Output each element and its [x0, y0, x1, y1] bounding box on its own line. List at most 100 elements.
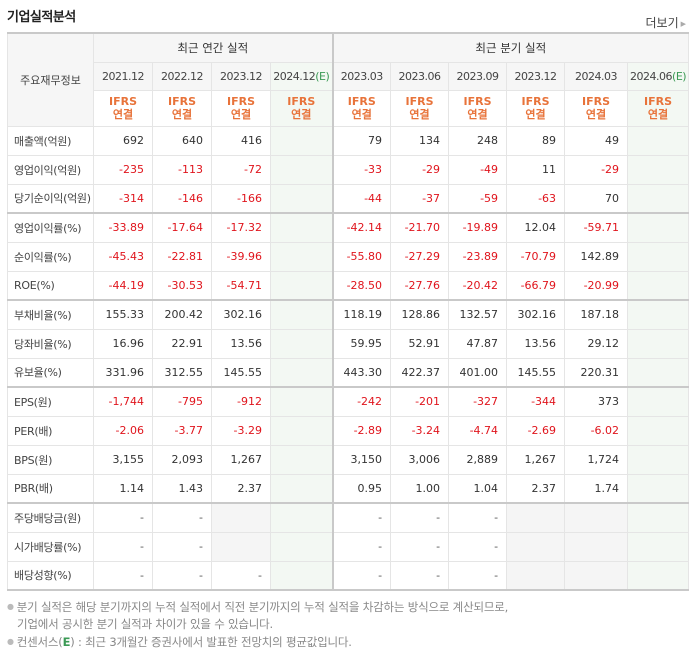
data-cell: 1.43	[152, 473, 212, 504]
more-link[interactable]: 더보기 ▶	[645, 14, 686, 31]
data-cell: -27.76	[390, 270, 450, 301]
data-cell: -201	[390, 386, 450, 417]
data-cell	[269, 299, 334, 330]
data-cell: -17.32	[211, 212, 271, 243]
table-row: EPS(원) -1,744 -795 -912 -242 -201 -327 -344 373	[7, 386, 690, 417]
data-cell: -	[390, 560, 450, 591]
data-cell: 187.18	[564, 299, 629, 330]
data-cell: -	[152, 502, 212, 533]
data-cell: -2.89	[331, 415, 392, 446]
data-cell: -44	[331, 183, 392, 214]
data-cell: -4.74	[448, 415, 508, 446]
data-cell	[269, 531, 334, 562]
data-cell: 1,267	[506, 444, 566, 475]
data-cell: 132.57	[448, 299, 508, 330]
data-cell: -28.50	[331, 270, 392, 301]
data-cell	[627, 125, 690, 156]
data-cell: 29.12	[564, 328, 629, 359]
data-cell	[269, 212, 334, 243]
ifrs-consolidated-label: IFRS 연결	[93, 89, 153, 127]
data-cell: 3,006	[390, 444, 450, 475]
section-title: 기업실적분석	[7, 10, 76, 25]
data-cell: 128.86	[390, 299, 450, 330]
data-cell: -63	[506, 183, 566, 214]
data-cell: 11	[506, 154, 566, 185]
data-cell: 22.91	[152, 328, 212, 359]
data-cell	[269, 125, 334, 156]
row-label: 영업이익률(%)	[7, 212, 94, 243]
label-column-header: 주요재무정보	[7, 32, 94, 127]
period-header: 2024.06(E)	[627, 61, 690, 91]
period-header: 2023.12	[506, 61, 566, 91]
data-cell: -3.77	[152, 415, 212, 446]
data-cell: -66.79	[506, 270, 566, 301]
ifrs-consolidated-label: IFRS 연결	[331, 89, 392, 127]
data-cell: 13.56	[211, 328, 271, 359]
data-cell	[627, 270, 690, 301]
table-row: BPS(원) 3,155 2,093 1,267 3,150 3,006 2,889 1,26…	[7, 444, 690, 475]
data-cell	[269, 183, 334, 214]
data-cell: 47.87	[448, 328, 508, 359]
data-cell: 49	[564, 125, 629, 156]
period-header: 2023.03	[331, 61, 392, 91]
data-cell: -39.96	[211, 241, 271, 272]
data-cell: -54.71	[211, 270, 271, 301]
data-cell: -242	[331, 386, 392, 417]
footnotes: ● 분기 실적은 해당 분기까지의 누적 실적에서 직전 분기까지의 누적 실적을…	[7, 598, 508, 651]
data-cell	[627, 299, 690, 330]
data-cell: -59.71	[564, 212, 629, 243]
data-cell: -	[331, 560, 392, 591]
data-cell: 59.95	[331, 328, 392, 359]
data-cell: 2.37	[211, 473, 271, 504]
data-cell: -	[152, 531, 212, 562]
data-cell: -	[93, 560, 153, 591]
table-row: 매출액(억원) 692 640 416 79 134 248 89 49	[7, 125, 690, 156]
data-cell	[627, 560, 690, 591]
data-cell: -3.24	[390, 415, 450, 446]
data-cell	[627, 328, 690, 359]
data-cell: 145.55	[506, 357, 566, 388]
estimate-mark: (E)	[315, 69, 330, 83]
ifrs-consolidated-label: IFRS 연결	[211, 89, 271, 127]
data-cell: -	[390, 531, 450, 562]
data-cell: -59	[448, 183, 508, 214]
footnote-consensus: ● 컨센서스(E) : 최근 3개월간 증권사에서 발표한 전망치의 평균값입니다…	[7, 635, 352, 649]
table-row: PER(배) -2.06 -3.77 -3.29 -2.89 -3.24 -4.74 -2.6…	[7, 415, 690, 446]
period-header: 2023.09	[448, 61, 508, 91]
data-cell	[269, 328, 334, 359]
data-cell: 142.89	[564, 241, 629, 272]
table-row: PBR(배) 1.14 1.43 2.37 0.95 1.00 1.04 2.37 1.74	[7, 473, 690, 504]
data-cell: -	[448, 531, 508, 562]
data-cell: -22.81	[152, 241, 212, 272]
data-cell: 70	[564, 183, 629, 214]
row-label: 배당성향(%)	[7, 560, 94, 591]
data-cell: -	[152, 560, 212, 591]
footnote-quarterly: ● 분기 실적은 해당 분기까지의 누적 실적에서 직전 분기까지의 누적 실적을…	[7, 600, 509, 614]
ifrs-consolidated-label: IFRS 연결	[269, 89, 334, 127]
data-cell: -	[448, 502, 508, 533]
data-cell: -3.29	[211, 415, 271, 446]
data-cell	[211, 531, 271, 562]
row-label: 영업이익(억원)	[7, 154, 94, 185]
data-cell: 0.95	[331, 473, 392, 504]
data-cell: 640	[152, 125, 212, 156]
data-cell: 118.19	[331, 299, 392, 330]
data-cell: -6.02	[564, 415, 629, 446]
data-cell: 416	[211, 125, 271, 156]
data-cell	[564, 502, 629, 533]
row-label: 부채비율(%)	[7, 299, 94, 330]
row-label: 당기순이익(억원)	[7, 183, 94, 214]
data-cell: -146	[152, 183, 212, 214]
data-cell: 200.42	[152, 299, 212, 330]
data-cell	[269, 357, 334, 388]
ifrs-consolidated-label: IFRS 연결	[627, 89, 690, 127]
data-cell: 155.33	[93, 299, 153, 330]
data-cell: 13.56	[506, 328, 566, 359]
data-cell: 3,155	[93, 444, 153, 475]
data-cell	[627, 473, 690, 504]
data-cell: 312.55	[152, 357, 212, 388]
data-cell: -55.80	[331, 241, 392, 272]
data-cell: -23.89	[448, 241, 508, 272]
row-label: BPS(원)	[7, 444, 94, 475]
data-cell: -235	[93, 154, 153, 185]
